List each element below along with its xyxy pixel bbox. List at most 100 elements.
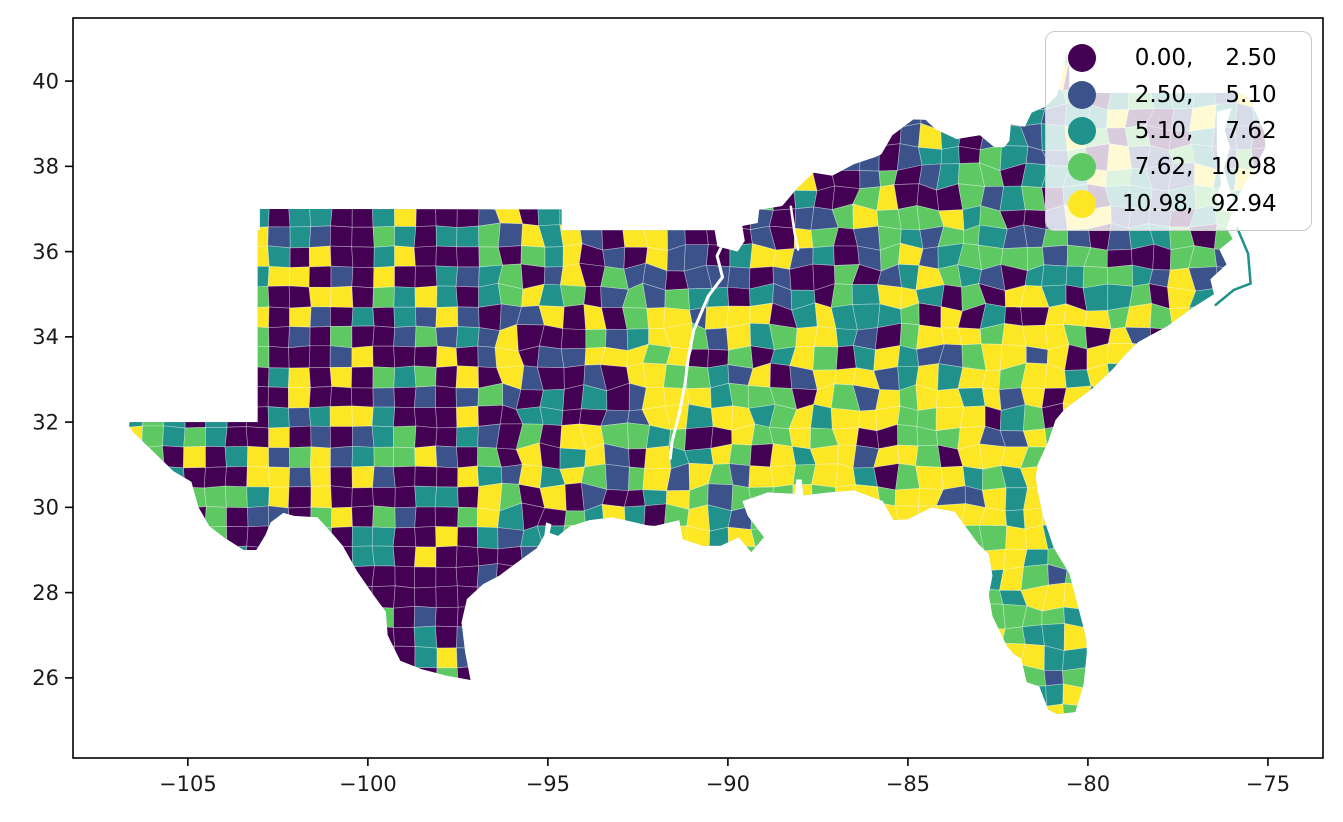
county-cell (663, 567, 688, 588)
county-cell (543, 266, 564, 286)
county-cell (1126, 545, 1151, 565)
county-cell (603, 164, 629, 190)
county-cell (308, 585, 332, 609)
county-cell (1129, 563, 1155, 590)
county-cell (642, 104, 670, 131)
county-cell (495, 585, 525, 607)
county-cell (141, 206, 165, 229)
county-cell (163, 166, 185, 188)
county-cell (665, 625, 687, 648)
county-cell (456, 665, 480, 689)
county-cell (414, 586, 437, 609)
county-cell (1067, 228, 1092, 248)
county-cell (1215, 563, 1235, 587)
county-cell (413, 245, 437, 267)
county-cell (393, 86, 416, 108)
county-cell (455, 365, 479, 389)
county-cell (371, 666, 395, 687)
county-cell (141, 626, 165, 647)
county-cell (371, 53, 395, 67)
county-cell (961, 683, 981, 709)
county-cell (288, 146, 312, 168)
county-cell (1041, 507, 1069, 526)
county-cell (436, 85, 459, 107)
county-cell (1131, 343, 1153, 368)
county-cell (373, 106, 396, 127)
county-cell (225, 53, 249, 68)
county-cell (435, 186, 458, 207)
county-cell (877, 645, 902, 665)
county-cell (183, 645, 206, 667)
county-cell (1106, 248, 1133, 268)
county-cell (900, 624, 918, 652)
county-cell (642, 489, 668, 507)
county-cell (267, 266, 291, 287)
county-cell (768, 702, 798, 715)
county-cell (963, 664, 987, 692)
county-cell (915, 608, 945, 632)
county-cell (684, 447, 714, 465)
county-cell (663, 67, 692, 91)
county-cell (1106, 363, 1134, 391)
county-cell (1001, 85, 1026, 110)
county-cell (729, 183, 753, 209)
county-cell (495, 53, 524, 70)
county-cell (601, 504, 626, 529)
county-cell (1254, 565, 1266, 588)
county-cell (1149, 667, 1171, 692)
county-cell (436, 285, 458, 308)
county-cell (497, 222, 523, 248)
county-cell (689, 88, 708, 110)
county-cell (162, 346, 185, 369)
county-cell (1146, 563, 1175, 591)
county-cell (226, 66, 247, 88)
county-cell (859, 170, 881, 190)
county-cell (129, 146, 144, 169)
county-cell (205, 426, 228, 448)
county-cell (478, 166, 503, 192)
county-cell (604, 125, 630, 151)
county-cell (268, 486, 290, 509)
county-cell (1083, 484, 1111, 508)
county-cell (435, 245, 458, 268)
county-cell (705, 563, 730, 589)
county-cell (941, 564, 964, 590)
county-cell (1087, 546, 1109, 567)
county-cell (1088, 683, 1113, 707)
county-cell (561, 626, 585, 651)
county-cell (707, 165, 731, 192)
county-cell (1167, 464, 1193, 487)
county-cell (583, 602, 605, 630)
county-cell (897, 263, 920, 291)
county-cell (728, 563, 754, 589)
county-cell (602, 686, 629, 709)
county-cell (456, 605, 480, 628)
county-cell (142, 485, 165, 508)
county-cell (245, 566, 269, 587)
county-cell (581, 686, 607, 709)
county-cell (729, 243, 753, 269)
county-cell (435, 306, 459, 328)
county-cell (329, 565, 353, 587)
county-cell (1166, 603, 1196, 629)
county-cell (1209, 442, 1239, 470)
county-cell (308, 345, 331, 369)
county-cell (816, 103, 836, 131)
county-cell (1213, 510, 1235, 527)
county-cell (1253, 644, 1266, 667)
county-cell (710, 126, 730, 152)
county-cell (834, 702, 860, 715)
county-cell (266, 106, 291, 128)
county-cell (183, 305, 206, 329)
county-cell (830, 283, 853, 308)
county-cell (351, 487, 374, 508)
county-cell (562, 384, 585, 411)
county-cell (1044, 703, 1065, 715)
county-cell (624, 125, 647, 149)
county-cell (497, 527, 525, 550)
county-cell (141, 53, 165, 68)
county-cell (350, 125, 375, 148)
county-cell (1046, 445, 1071, 467)
county-cell (203, 645, 227, 668)
county-cell (519, 605, 543, 632)
